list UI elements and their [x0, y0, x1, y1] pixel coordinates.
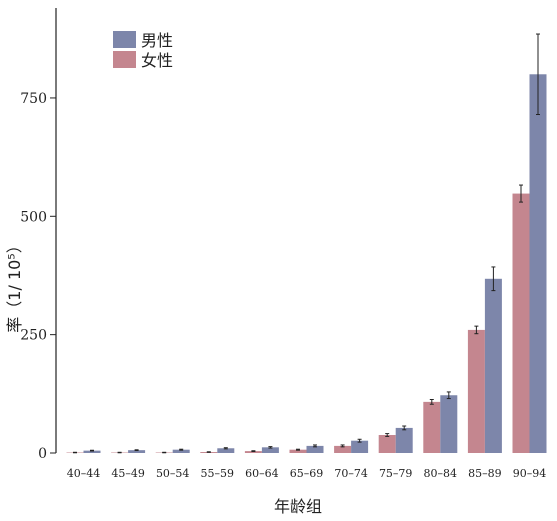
errorbar-female [519, 184, 523, 203]
errorbar-male [491, 266, 496, 292]
x-tick-label: 60–64 [245, 467, 279, 480]
error-bars [73, 33, 540, 454]
legend-swatch-male [113, 31, 136, 48]
bar-female [334, 445, 352, 453]
bar-male [217, 448, 235, 453]
bar-male [440, 395, 458, 453]
bar-male [529, 74, 547, 453]
errorbar-female [429, 399, 434, 405]
x-tick-label: 40–44 [67, 467, 101, 480]
bars [66, 74, 547, 453]
bar-female [244, 451, 262, 453]
errorbar-female [296, 448, 300, 451]
bar-female [378, 435, 396, 453]
bar-male [128, 450, 146, 453]
bar-male [395, 427, 413, 453]
x-axis: 40–44 45–49 50–54 55–59 60–64 65–69 70–74 75–79… [67, 467, 547, 480]
x-tick-label: 90–94 [513, 467, 547, 480]
bar-male [484, 278, 502, 453]
bar-female [467, 329, 485, 453]
errorbar-female [251, 450, 256, 452]
errorbar-female [385, 433, 390, 437]
x-tick-label: 70–74 [334, 467, 368, 480]
bar-female [512, 193, 530, 453]
legend-swatch-female [113, 51, 136, 68]
legend-label-female: 女性 [141, 51, 173, 70]
y-axis: 0 250 500 750 [20, 8, 57, 462]
x-tick-label: 65–69 [290, 467, 324, 480]
x-tick-label: 45–49 [111, 467, 145, 480]
errorbar-male [313, 444, 317, 448]
errorbar-male [536, 33, 540, 116]
errorbar-female [474, 325, 479, 335]
y-tick-label: 250 [20, 328, 47, 344]
bar-female [289, 449, 307, 453]
errorbar-male [357, 438, 362, 443]
bar-male [306, 445, 324, 453]
y-tick-label: 0 [38, 446, 47, 462]
legend-label-male: 男性 [141, 31, 173, 50]
errorbar-male [90, 449, 94, 452]
x-tick-label: 50–54 [156, 467, 190, 480]
errorbar-male [223, 447, 228, 450]
x-tick-label: 85–89 [468, 467, 502, 480]
y-tick-label: 750 [20, 91, 47, 107]
bar-male [83, 450, 101, 453]
y-axis-title: 率（1/ 10⁵） [5, 237, 24, 332]
errorbar-male [446, 391, 451, 400]
x-axis-title: 年龄组 [274, 497, 322, 516]
errorbar-female [206, 451, 211, 453]
errorbar-male [402, 425, 407, 431]
x-tick-label: 55–59 [201, 467, 235, 480]
errorbar-male [179, 448, 184, 451]
bar-male [261, 447, 279, 453]
x-tick-label: 75–79 [379, 467, 413, 480]
bar-female [423, 401, 441, 453]
errorbar-male [268, 446, 273, 449]
errorbar-male [134, 449, 139, 452]
errorbar-female [340, 444, 345, 448]
bar-male [351, 440, 369, 453]
x-tick-label: 80–84 [424, 467, 458, 480]
legend: 男性 女性 [113, 31, 173, 70]
bar-male [172, 449, 190, 453]
y-tick-label: 500 [20, 209, 47, 225]
